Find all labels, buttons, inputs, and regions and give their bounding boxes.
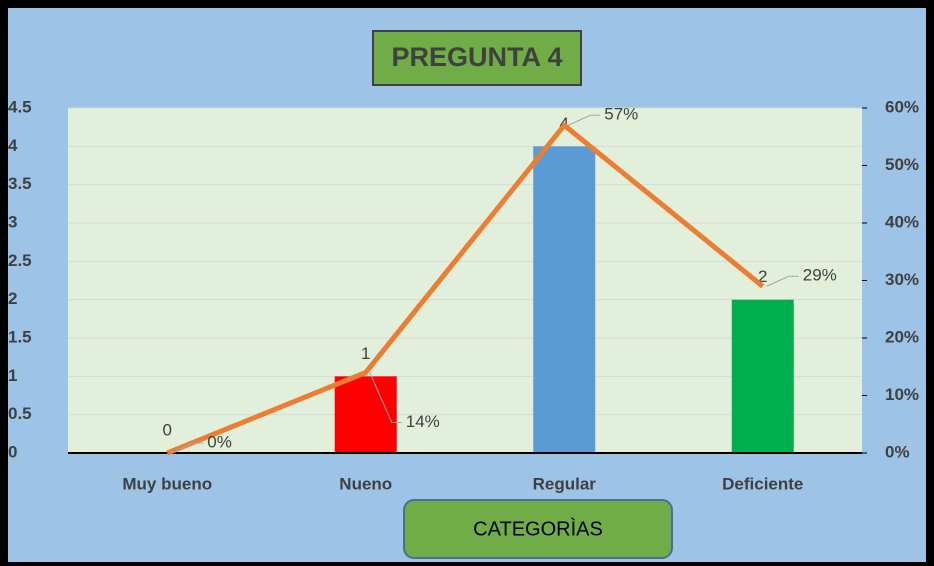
bar — [731, 299, 794, 453]
y-tick-label: 0 — [8, 442, 17, 461]
y2-tick-label: 10% — [885, 385, 919, 404]
y-tick-label: 3.5 — [8, 174, 32, 193]
line-value-label: 14% — [406, 412, 440, 431]
x-label-box — [403, 499, 673, 559]
x-axis-title: CATEGORÌAS — [473, 517, 603, 540]
bar-value-label: 2 — [758, 267, 767, 286]
line-value-label: 29% — [803, 266, 837, 285]
bar-value-label: 1 — [361, 344, 370, 363]
y-tick-label: 3 — [8, 212, 17, 231]
bar — [334, 376, 397, 453]
y-tick-label: 2 — [8, 289, 17, 308]
leader-line — [766, 275, 799, 287]
leader-line — [369, 372, 402, 423]
plot-area — [68, 108, 862, 453]
y2-tick-label: 30% — [885, 270, 919, 289]
y2-tick-label: 50% — [885, 155, 919, 174]
y2-tick-label: 60% — [885, 97, 919, 116]
bar — [533, 146, 596, 454]
x-tick-label: Muy bueno — [122, 474, 212, 493]
x-tick-label: Nueno — [339, 474, 392, 493]
chart-title: PREGUNTA 4 — [391, 42, 562, 72]
y-tick-label: 2.5 — [8, 251, 32, 270]
leader-line — [171, 442, 204, 454]
title-box — [372, 30, 582, 86]
leader-line — [568, 114, 601, 126]
y-tick-label: 0.5 — [8, 404, 32, 423]
x-tick-label: Deficiente — [722, 474, 803, 493]
y-tick-label: 4 — [8, 136, 18, 155]
y-tick-label: 1.5 — [8, 327, 32, 346]
line-value-label: 0% — [207, 432, 232, 451]
bar-value-label: 0 — [163, 420, 172, 439]
line — [166, 122, 765, 456]
y-tick-label: 4.5 — [8, 97, 32, 116]
y2-tick-label: 20% — [885, 327, 919, 346]
x-tick-label: Regular — [533, 474, 597, 493]
y-tick-label: 1 — [8, 366, 17, 385]
y2-tick-label: 40% — [885, 212, 919, 231]
y2-tick-label: 0% — [885, 442, 910, 461]
line-value-label: 57% — [604, 105, 638, 124]
